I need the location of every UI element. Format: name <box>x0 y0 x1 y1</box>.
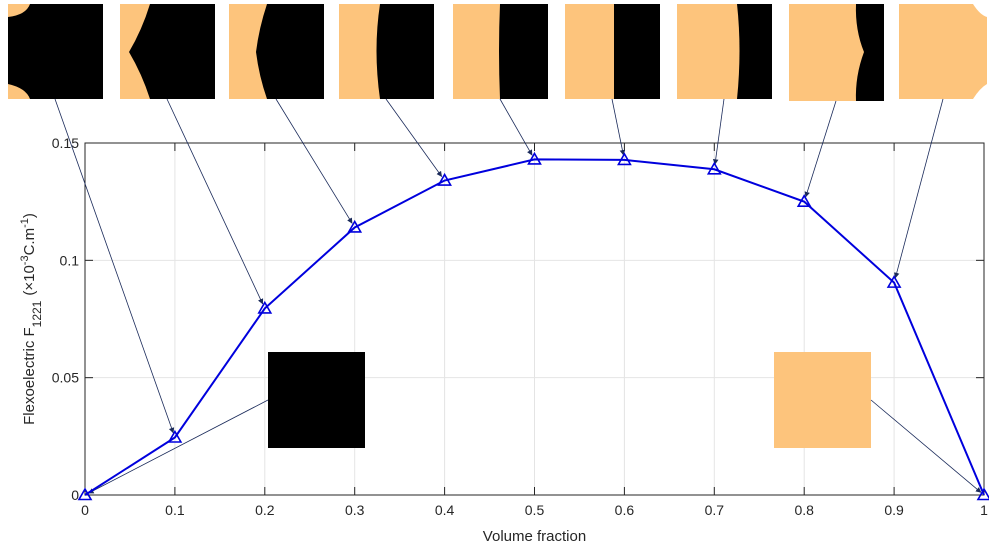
microstructure-inset-0.2 <box>120 4 215 99</box>
series-line <box>84 158 985 496</box>
inset-arrow-0.9 <box>893 98 944 279</box>
data-point-vf-0.7 <box>706 161 722 175</box>
microstructure-inset-0.6 <box>565 4 660 99</box>
inset-arrow-0.8 <box>804 100 837 198</box>
pure-phase-arrow-0 <box>88 399 269 494</box>
microstructure-inset-0.3 <box>229 4 324 99</box>
data-point-vf-0.5 <box>527 151 542 165</box>
y-axis-label: Flexoelectric F1221(×10-3C.m-1) <box>19 213 44 425</box>
data-point-vf-0.9 <box>886 275 902 288</box>
data-point-vf-0 <box>77 487 93 501</box>
inset-arrow-0.5 <box>499 98 533 156</box>
data-point-vf-0.6 <box>617 152 632 166</box>
x-tick-label: 0.6 <box>615 502 635 518</box>
x-tick-label: 0.9 <box>884 502 904 518</box>
x-tick-label: 0 <box>81 502 89 518</box>
y-tick-label: 0 <box>71 487 79 503</box>
data-point-vf-1 <box>976 487 989 501</box>
inset-arrows <box>54 98 982 494</box>
inset-arrow-0.4 <box>385 98 443 177</box>
x-tick-label: 0.1 <box>165 502 185 518</box>
inset-arrow-0.2 <box>166 98 264 305</box>
microstructure-inset-0.1 <box>8 4 103 99</box>
inset-arrow-0.7 <box>712 98 725 165</box>
pure-phase-inset-tan <box>774 352 871 448</box>
microstructure-inset-0.9 <box>899 4 987 99</box>
data-point-vf-0.3 <box>347 219 363 233</box>
data-point-vf-0.8 <box>796 194 812 207</box>
data-point-vf-0.1 <box>167 429 183 443</box>
microstructure-inset-0.8 <box>789 4 884 101</box>
x-tick-label: 1 <box>980 502 988 518</box>
x-tick-label: 0.7 <box>705 502 725 518</box>
x-axis-label: Volume fraction <box>483 528 586 545</box>
data-points <box>77 151 989 501</box>
x-tick-label: 0.4 <box>435 502 455 518</box>
x-tick-label: 0.8 <box>794 502 814 518</box>
microstructure-inset-0.5 <box>453 4 548 99</box>
x-tick-label: 0.5 <box>525 502 545 518</box>
pure-phase-inset-black <box>268 352 365 448</box>
pure-phase-arrow-1 <box>870 399 982 493</box>
inset-arrow-0.1 <box>54 98 175 434</box>
y-tick-label: 0.15 <box>52 135 79 151</box>
inset-arrow-0.6 <box>611 98 626 156</box>
y-tick-label: 0.1 <box>60 252 80 268</box>
x-tick-label: 0.3 <box>345 502 365 518</box>
x-tick-label: 0.2 <box>255 502 275 518</box>
data-point-vf-0.4 <box>437 172 452 186</box>
microstructure-inset-0.7 <box>677 4 772 99</box>
inset-arrow-0.3 <box>275 98 353 224</box>
x-axis: 0 0.1 0.2 0.3 0.4 0.5 0.6 0.7 0.8 0.9 1 <box>81 143 988 518</box>
microstructure-inset-0.4 <box>339 4 434 99</box>
y-tick-label: 0.05 <box>52 370 79 386</box>
data-point-vf-0.2 <box>257 300 273 314</box>
microstructure-insets <box>8 4 987 448</box>
